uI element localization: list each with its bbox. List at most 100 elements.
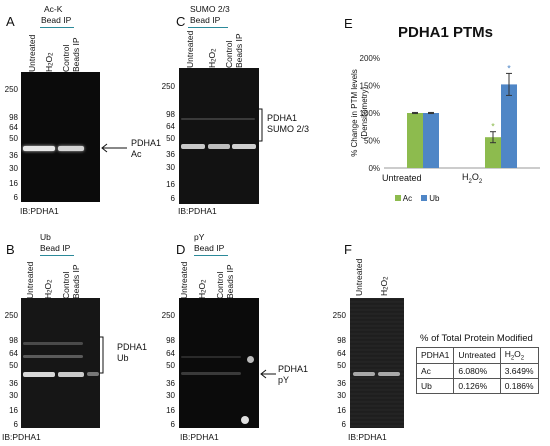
panel-f-lane-h2o2: H2O2	[379, 276, 390, 296]
mw-marker: 64	[9, 349, 18, 358]
mw-marker: 64	[337, 349, 346, 358]
panel-a-lane-beads-ip: Beads IP	[71, 37, 81, 73]
panel-a-header-underline	[40, 27, 74, 28]
y-tick-label: 150%	[360, 82, 380, 91]
table-header-cell: PDHA1	[415, 347, 455, 364]
panel-d-blot	[179, 298, 259, 428]
panel-d-band-faint-1	[181, 356, 241, 358]
mw-marker: 98	[9, 113, 18, 122]
panel-e-letter: E	[344, 16, 353, 31]
panel-f-band-h2o2	[378, 372, 400, 376]
panel-a-band-h2o2	[58, 146, 84, 151]
mw-marker: 50	[9, 134, 18, 143]
mw-marker: 6	[170, 194, 175, 203]
mw-marker: 36	[166, 379, 175, 388]
panel-c-lane-untreated: Untreated	[185, 30, 195, 68]
table-row: Ub 0.126% 0.186%	[415, 377, 539, 394]
mw-marker: 16	[337, 406, 346, 415]
panel-f-ib-label: IB:PDHA1	[348, 432, 387, 442]
legend-label-ac: Ac	[402, 194, 413, 203]
table-header-row: PDHA1 Untreated H2O2	[415, 347, 539, 364]
mw-marker: 64	[9, 123, 18, 132]
chart-category-untreated: Untreated	[382, 173, 422, 183]
mw-marker: 16	[166, 406, 175, 415]
mw-marker: 16	[9, 406, 18, 415]
chart-legend: Ac Ub	[395, 194, 439, 203]
table-title: % of Total Protein Modified	[420, 333, 533, 344]
mw-marker: 30	[9, 391, 18, 400]
mw-marker: 250	[4, 85, 18, 94]
mw-marker: 36	[337, 379, 346, 388]
panel-c-header-ptm: SUMO 2/3	[190, 4, 230, 14]
panel-c-lane-control: Control	[224, 40, 234, 68]
protein-modified-table: PDHA1 Untreated H2O2 Ac 6.080% 3.649% Ub…	[415, 347, 539, 394]
panel-a-lane-h2o2: H2O2	[44, 52, 55, 72]
panel-b-blot	[21, 298, 100, 428]
panel-d-lane-beads-ip: Beads IP	[225, 264, 235, 300]
table-header-cell: Untreated	[453, 347, 501, 364]
mw-marker: 64	[166, 349, 175, 358]
panel-b-ib-label: IB:PDHA1	[2, 432, 41, 442]
panel-c-band-control	[232, 144, 256, 149]
panel-f-band-untreated	[353, 372, 375, 376]
table-cell: 3.649%	[499, 362, 539, 379]
panel-b-header-underline	[40, 255, 74, 256]
panel-d-lane-untreated: Untreated	[179, 261, 189, 299]
mw-marker: 50	[337, 361, 346, 370]
panel-f-blot	[350, 298, 404, 428]
panel-d-spot-1	[247, 356, 254, 363]
significance-star: *	[491, 122, 495, 132]
mw-marker: 50	[9, 361, 18, 370]
legend-swatch-ac	[395, 195, 401, 201]
panel-b-band-high-1	[23, 342, 83, 345]
panel-d-band-faint-2	[181, 372, 241, 375]
panel-c-bracket-icon	[258, 108, 263, 142]
panel-c-annotation: PDHA1 SUMO 2/3	[267, 113, 310, 134]
panel-a-ib-label: IB:PDHA1	[20, 206, 59, 216]
mw-marker: 16	[9, 179, 18, 188]
mw-marker: 36	[9, 379, 18, 388]
panel-d-lane-h2o2: H2O2	[197, 279, 208, 299]
table-header-cell: H2O2	[499, 347, 539, 364]
table-cell: 6.080%	[453, 362, 501, 379]
panel-d-header-underline	[194, 255, 228, 256]
mw-marker: 6	[170, 420, 175, 429]
table-cell: 0.186%	[499, 377, 539, 394]
table-cell: Ub	[415, 377, 455, 394]
panel-a-lane-control: Control	[61, 44, 71, 72]
panel-d-header-ptm: pY	[194, 232, 205, 242]
panel-c-lane-beads-ip: Beads IP	[234, 33, 244, 69]
panel-a-annotation: PDHA1 Ac	[131, 138, 162, 159]
mw-marker: 98	[166, 110, 175, 119]
mw-marker: 6	[13, 193, 18, 202]
panel-a-header-bead: Bead IP	[41, 15, 72, 25]
table-row: Ac 6.080% 3.649%	[415, 362, 539, 379]
panel-d-lane-control: Control	[215, 271, 225, 299]
bar-ac	[407, 113, 423, 168]
panel-c-band-h2o2	[208, 144, 230, 149]
mw-marker: 16	[166, 180, 175, 189]
mw-marker: 6	[13, 420, 18, 429]
panel-d-header-bead: Bead IP	[194, 243, 225, 253]
panel-d-arrow-icon	[260, 369, 276, 379]
panel-d-annotation: PDHA1 pY	[278, 364, 309, 385]
panel-c-blot	[179, 68, 259, 204]
table-cell: 0.126%	[453, 377, 501, 394]
mw-marker: 250	[161, 311, 175, 320]
panel-c-header-underline	[188, 27, 228, 28]
mw-marker: 36	[9, 151, 18, 160]
significance-star: *	[507, 63, 511, 73]
panel-b-lane-h2o2: H2O2	[43, 279, 54, 299]
panel-c-band-faint	[181, 118, 255, 120]
panel-f-letter: F	[344, 242, 352, 257]
panel-d-spot-2	[241, 416, 249, 424]
panel-b-annotation: PDHA1 Ub	[117, 342, 148, 363]
bar-ac	[485, 137, 501, 168]
panel-a-letter: A	[6, 14, 15, 29]
panel-b-band-h2o2	[58, 372, 84, 377]
mw-marker: 250	[161, 82, 175, 91]
mw-marker: 30	[166, 391, 175, 400]
panel-c-ib-label: IB:PDHA1	[178, 206, 217, 216]
panel-f-lane-untreated: Untreated	[354, 258, 364, 296]
panel-d-letter: D	[176, 242, 186, 257]
